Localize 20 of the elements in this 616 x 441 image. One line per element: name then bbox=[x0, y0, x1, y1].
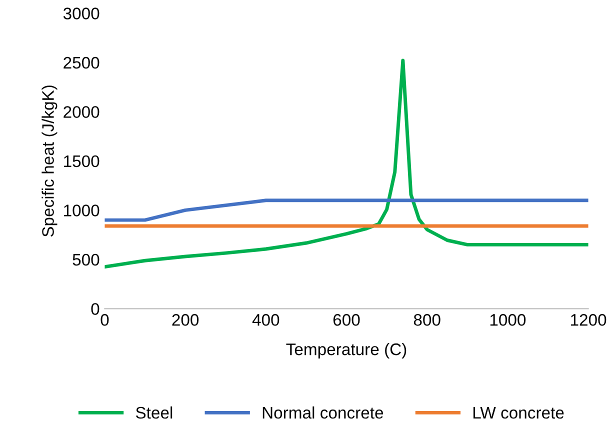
y-tick-label: 2000 bbox=[64, 106, 100, 118]
x-tick-label: 200 bbox=[172, 314, 199, 326]
legend-label: Steel bbox=[136, 406, 172, 419]
x-tick-label: 0 bbox=[100, 314, 109, 326]
legend-label: LW concrete bbox=[473, 407, 564, 419]
x-tick-label: 600 bbox=[333, 314, 360, 326]
y-tick-label: 2500 bbox=[64, 56, 100, 69]
y-tick-label: 1500 bbox=[64, 155, 100, 168]
y-axis-title: Specific heat (J/kgK) bbox=[42, 86, 58, 237]
legend-label: Normal concrete bbox=[262, 406, 384, 419]
x-tick-label: 800 bbox=[414, 314, 440, 326]
x-tick-label: 1000 bbox=[490, 314, 526, 326]
x-tick-label: 400 bbox=[252, 314, 280, 326]
y-tick-label: 1000 bbox=[64, 204, 100, 216]
line-series bbox=[104, 58, 588, 269]
x-axis-title: Temperature (C) bbox=[286, 342, 406, 359]
y-tick-label: 0 bbox=[91, 303, 100, 315]
y-tick-label: 500 bbox=[72, 254, 100, 266]
x-tick-label: 1200 bbox=[571, 314, 606, 326]
y-tick-label: 3000 bbox=[63, 8, 100, 20]
